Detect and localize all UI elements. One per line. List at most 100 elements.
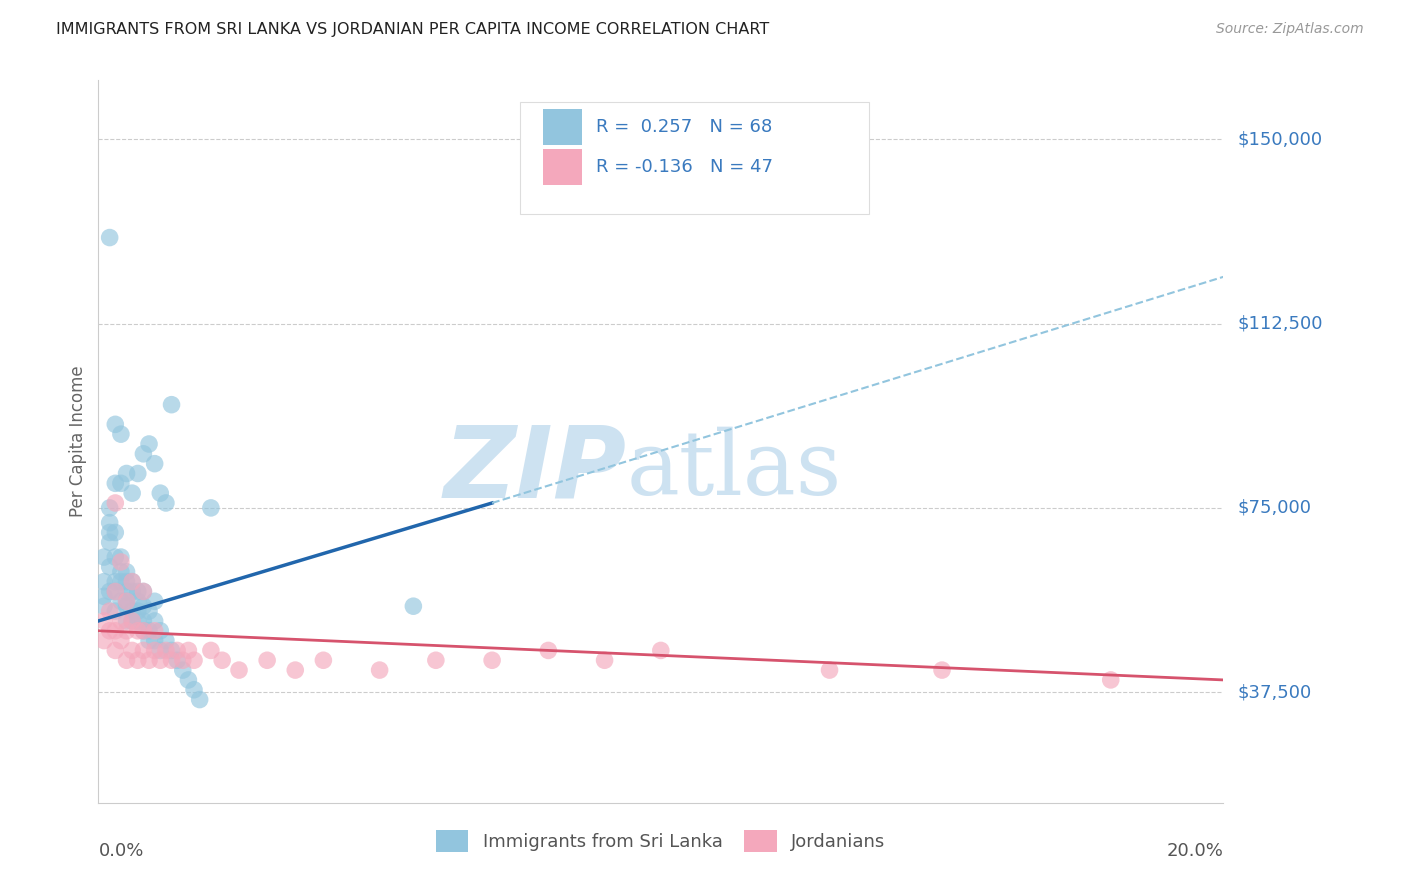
Text: $37,500: $37,500 bbox=[1237, 683, 1312, 701]
Point bbox=[138, 437, 160, 451]
Point bbox=[200, 500, 222, 515]
Point bbox=[104, 574, 127, 589]
Point bbox=[132, 584, 155, 599]
Point bbox=[143, 457, 166, 471]
Point bbox=[166, 653, 188, 667]
Point bbox=[650, 643, 672, 657]
Point bbox=[98, 584, 121, 599]
Point bbox=[110, 476, 132, 491]
Point bbox=[138, 653, 160, 667]
Point bbox=[115, 594, 138, 608]
Point bbox=[183, 682, 205, 697]
Point bbox=[132, 447, 155, 461]
Text: 20.0%: 20.0% bbox=[1167, 842, 1223, 860]
Point bbox=[93, 599, 115, 614]
Point bbox=[98, 500, 121, 515]
Point bbox=[115, 624, 138, 638]
Point bbox=[1099, 673, 1122, 687]
Text: R = -0.136   N = 47: R = -0.136 N = 47 bbox=[596, 158, 772, 176]
Point bbox=[127, 584, 149, 599]
Point bbox=[115, 614, 138, 628]
Point bbox=[104, 417, 127, 432]
Point bbox=[110, 549, 132, 564]
Point bbox=[172, 653, 194, 667]
Point bbox=[149, 486, 172, 500]
Point bbox=[183, 653, 205, 667]
Text: IMMIGRANTS FROM SRI LANKA VS JORDANIAN PER CAPITA INCOME CORRELATION CHART: IMMIGRANTS FROM SRI LANKA VS JORDANIAN P… bbox=[56, 22, 769, 37]
Point bbox=[98, 525, 121, 540]
Point bbox=[127, 604, 149, 618]
Point bbox=[368, 663, 391, 677]
Point bbox=[121, 614, 143, 628]
Point bbox=[115, 565, 138, 579]
Point bbox=[98, 516, 121, 530]
Point bbox=[138, 604, 160, 618]
Point bbox=[132, 643, 155, 657]
Point bbox=[425, 653, 447, 667]
Point bbox=[155, 633, 177, 648]
Point bbox=[110, 565, 132, 579]
Point bbox=[143, 624, 166, 638]
Point bbox=[132, 599, 155, 614]
Point bbox=[115, 599, 138, 614]
Point bbox=[256, 653, 278, 667]
Point bbox=[211, 653, 233, 667]
Point bbox=[93, 590, 115, 604]
Point bbox=[121, 486, 143, 500]
Point bbox=[115, 584, 138, 599]
Point bbox=[149, 643, 172, 657]
Point bbox=[127, 467, 149, 481]
Point bbox=[110, 633, 132, 648]
Point bbox=[104, 525, 127, 540]
Point bbox=[172, 663, 194, 677]
Point bbox=[121, 643, 143, 657]
Point bbox=[138, 624, 160, 638]
Point bbox=[160, 398, 183, 412]
Point bbox=[127, 614, 149, 628]
Point bbox=[166, 643, 188, 657]
Text: 0.0%: 0.0% bbox=[98, 842, 143, 860]
Point bbox=[177, 643, 200, 657]
Point bbox=[143, 594, 166, 608]
Point bbox=[104, 496, 127, 510]
Point bbox=[121, 574, 143, 589]
FancyBboxPatch shape bbox=[520, 102, 869, 214]
Point bbox=[104, 549, 127, 564]
Point bbox=[200, 643, 222, 657]
Point bbox=[98, 560, 121, 574]
Text: $112,500: $112,500 bbox=[1237, 315, 1323, 333]
Text: $150,000: $150,000 bbox=[1237, 130, 1322, 148]
Point bbox=[138, 633, 160, 648]
Legend: Immigrants from Sri Lanka, Jordanians: Immigrants from Sri Lanka, Jordanians bbox=[429, 822, 893, 859]
Point bbox=[110, 427, 132, 442]
Point bbox=[115, 467, 138, 481]
Point bbox=[121, 614, 143, 628]
Point bbox=[312, 653, 335, 667]
FancyBboxPatch shape bbox=[543, 149, 582, 185]
Point bbox=[93, 614, 115, 628]
Point bbox=[110, 555, 132, 569]
Point bbox=[143, 614, 166, 628]
Point bbox=[188, 692, 211, 706]
Point bbox=[143, 643, 166, 657]
Point bbox=[149, 624, 172, 638]
Point bbox=[284, 663, 307, 677]
Point bbox=[98, 535, 121, 549]
Text: ZIP: ZIP bbox=[444, 422, 627, 519]
Point bbox=[93, 549, 115, 564]
Point bbox=[115, 594, 138, 608]
Point bbox=[121, 584, 143, 599]
Text: atlas: atlas bbox=[627, 426, 842, 514]
Point bbox=[93, 574, 115, 589]
Point bbox=[127, 653, 149, 667]
Point bbox=[481, 653, 503, 667]
Point bbox=[160, 643, 183, 657]
Point bbox=[155, 496, 177, 510]
Point bbox=[104, 584, 127, 599]
Point bbox=[110, 594, 132, 608]
Point bbox=[98, 624, 121, 638]
Point bbox=[115, 574, 138, 589]
Point bbox=[104, 584, 127, 599]
Point bbox=[149, 653, 172, 667]
Point bbox=[177, 673, 200, 687]
